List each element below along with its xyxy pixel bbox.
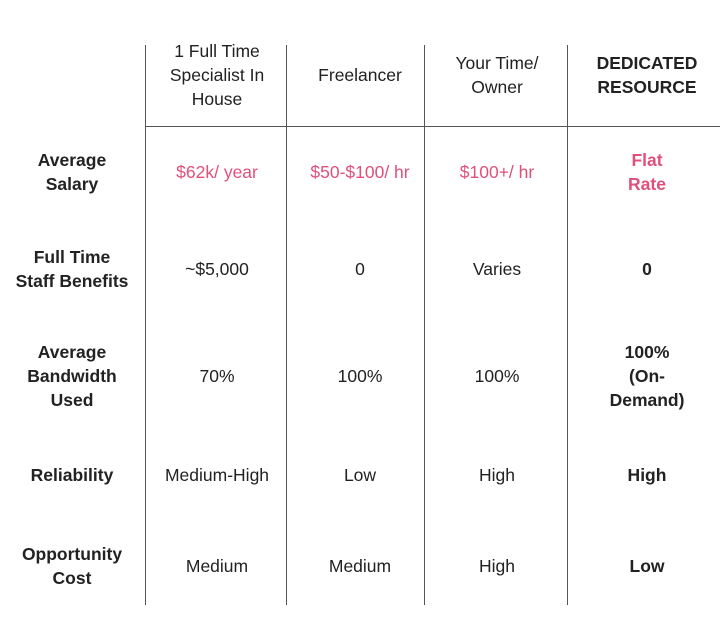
table-cell: 100% (On-Demand): [609, 342, 685, 410]
table-cell: 70%: [199, 366, 235, 386]
table-cell: 100%: [337, 366, 383, 386]
table-cell: ~$5,000: [185, 259, 249, 279]
column-divider: [286, 45, 287, 605]
table-cell: 0: [642, 259, 652, 279]
column-divider: [424, 45, 425, 605]
table-cell: Low: [629, 556, 665, 576]
table-cell: Medium: [185, 556, 249, 576]
column-divider: [567, 45, 568, 605]
row-label: Average Bandwidth Used: [27, 342, 117, 410]
column-header: DEDICATED RESOURCE: [596, 53, 698, 97]
table-cell: Medium-High: [164, 465, 270, 485]
column-header: Your Time/ Owner: [455, 53, 539, 97]
table-cell: Flat Rate: [628, 150, 666, 194]
table-cell: $62k/ year: [176, 162, 258, 182]
table-cell: Medium: [328, 556, 392, 576]
table-cell: $100+/ hr: [459, 162, 535, 182]
row-label: Full Time Staff Benefits: [15, 247, 129, 291]
table-cell: Low: [343, 465, 377, 485]
table-cell: High: [627, 465, 667, 485]
column-header: Freelancer: [318, 65, 402, 85]
header-divider: [145, 126, 720, 127]
table-cell: 100%: [474, 366, 520, 386]
table-cell: Varies: [472, 259, 522, 279]
table-cell: 0: [355, 259, 365, 279]
column-divider: [145, 45, 146, 605]
table-cell: High: [479, 465, 515, 485]
row-label: Opportunity Cost: [21, 544, 123, 588]
column-header: 1 Full Time Specialist In House: [169, 41, 265, 109]
row-label: Reliability: [30, 465, 114, 485]
row-label: Average Salary: [37, 150, 107, 194]
table-cell: $50-$100/ hr: [310, 162, 410, 182]
table-cell: High: [479, 556, 515, 576]
